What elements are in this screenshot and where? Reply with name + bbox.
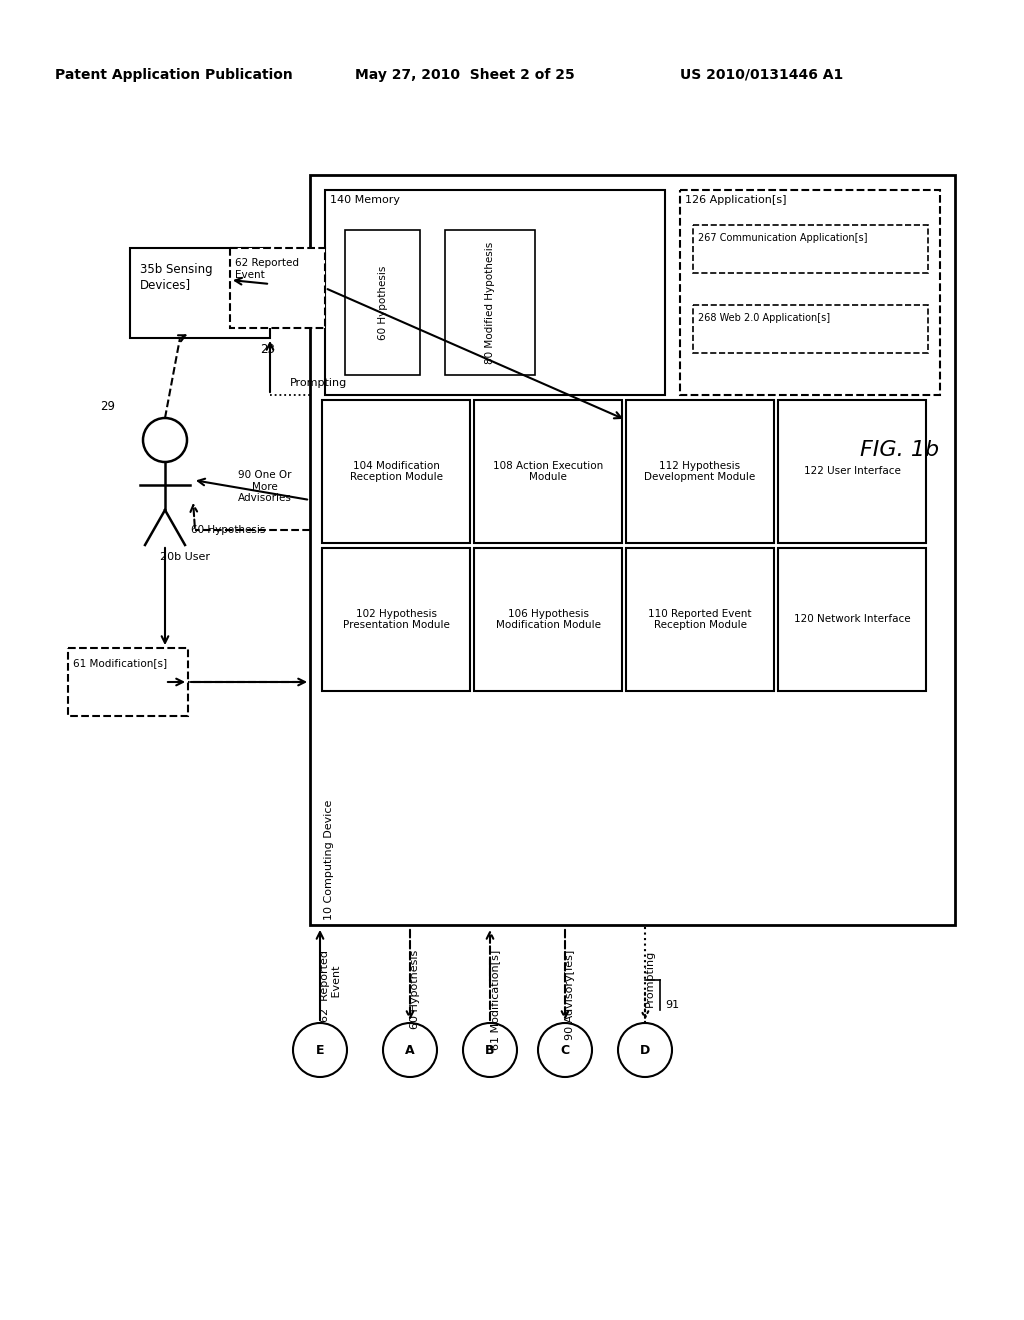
Text: 268 Web 2.0 Application[s]: 268 Web 2.0 Application[s] — [698, 313, 830, 323]
Text: 91: 91 — [665, 1001, 679, 1010]
Text: Prompting: Prompting — [290, 378, 347, 388]
Bar — [474, 548, 622, 690]
Text: D: D — [640, 1044, 650, 1056]
Bar — [310, 176, 955, 925]
Text: FIG. 1b: FIG. 1b — [860, 440, 940, 459]
Text: 20b User: 20b User — [160, 552, 210, 562]
Text: 62 Reported
Event: 62 Reported Event — [234, 257, 299, 280]
Bar — [680, 190, 940, 395]
Bar — [626, 400, 774, 543]
Text: 23: 23 — [260, 343, 274, 356]
Bar — [693, 224, 928, 273]
Text: 106 Hypothesis
Modification Module: 106 Hypothesis Modification Module — [496, 609, 600, 630]
Text: 120 Network Interface: 120 Network Interface — [794, 615, 910, 624]
Text: May 27, 2010  Sheet 2 of 25: May 27, 2010 Sheet 2 of 25 — [355, 69, 574, 82]
Bar — [778, 400, 926, 543]
Text: 62  Reported
       Event: 62 Reported Event — [319, 950, 342, 1022]
Bar — [322, 548, 470, 690]
Text: 122 User Interface: 122 User Interface — [804, 466, 900, 477]
Bar — [445, 230, 535, 375]
Text: 35b Sensing
Devices]: 35b Sensing Devices] — [140, 263, 213, 290]
Text: 140 Memory: 140 Memory — [330, 195, 400, 205]
Text: 10 Computing Device: 10 Computing Device — [324, 800, 334, 920]
Text: 80 Modified Hypothesis: 80 Modified Hypothesis — [485, 242, 495, 363]
Text: 60 Hypothesis: 60 Hypothesis — [190, 525, 265, 535]
Text: B: B — [485, 1044, 495, 1056]
Text: 110 Reported Event
Reception Module: 110 Reported Event Reception Module — [648, 609, 752, 630]
Bar — [322, 400, 470, 543]
Text: 108 Action Execution
Module: 108 Action Execution Module — [493, 461, 603, 482]
Text: 126 Application[s]: 126 Application[s] — [685, 195, 786, 205]
Text: 61 Modification[s]: 61 Modification[s] — [73, 657, 167, 668]
Text: E: E — [315, 1044, 325, 1056]
Text: 267 Communication Application[s]: 267 Communication Application[s] — [698, 234, 867, 243]
Text: 90 Advisory[ies]: 90 Advisory[ies] — [565, 950, 575, 1040]
Bar — [325, 190, 665, 395]
Text: Prompting: Prompting — [645, 950, 655, 1007]
Text: A: A — [406, 1044, 415, 1056]
Text: US 2010/0131446 A1: US 2010/0131446 A1 — [680, 69, 843, 82]
Text: 104 Modification
Reception Module: 104 Modification Reception Module — [349, 461, 442, 482]
Bar — [626, 548, 774, 690]
Bar — [230, 248, 325, 327]
Bar — [778, 548, 926, 690]
Text: C: C — [560, 1044, 569, 1056]
Text: 112 Hypothesis
Development Module: 112 Hypothesis Development Module — [644, 461, 756, 482]
Bar — [130, 248, 270, 338]
Bar — [693, 305, 928, 352]
Bar — [474, 400, 622, 543]
Text: 60 Hypothesis: 60 Hypothesis — [410, 950, 420, 1030]
Text: 90 One Or
More
Advisories: 90 One Or More Advisories — [238, 470, 292, 503]
Bar — [68, 648, 188, 715]
Bar — [345, 230, 420, 375]
Text: 29: 29 — [100, 400, 115, 413]
Text: Patent Application Publication: Patent Application Publication — [55, 69, 293, 82]
Text: 61 Modification[s]: 61 Modification[s] — [490, 950, 500, 1051]
Text: 60 Hypothesis: 60 Hypothesis — [378, 265, 387, 339]
Text: 102 Hypothesis
Presentation Module: 102 Hypothesis Presentation Module — [343, 609, 450, 630]
